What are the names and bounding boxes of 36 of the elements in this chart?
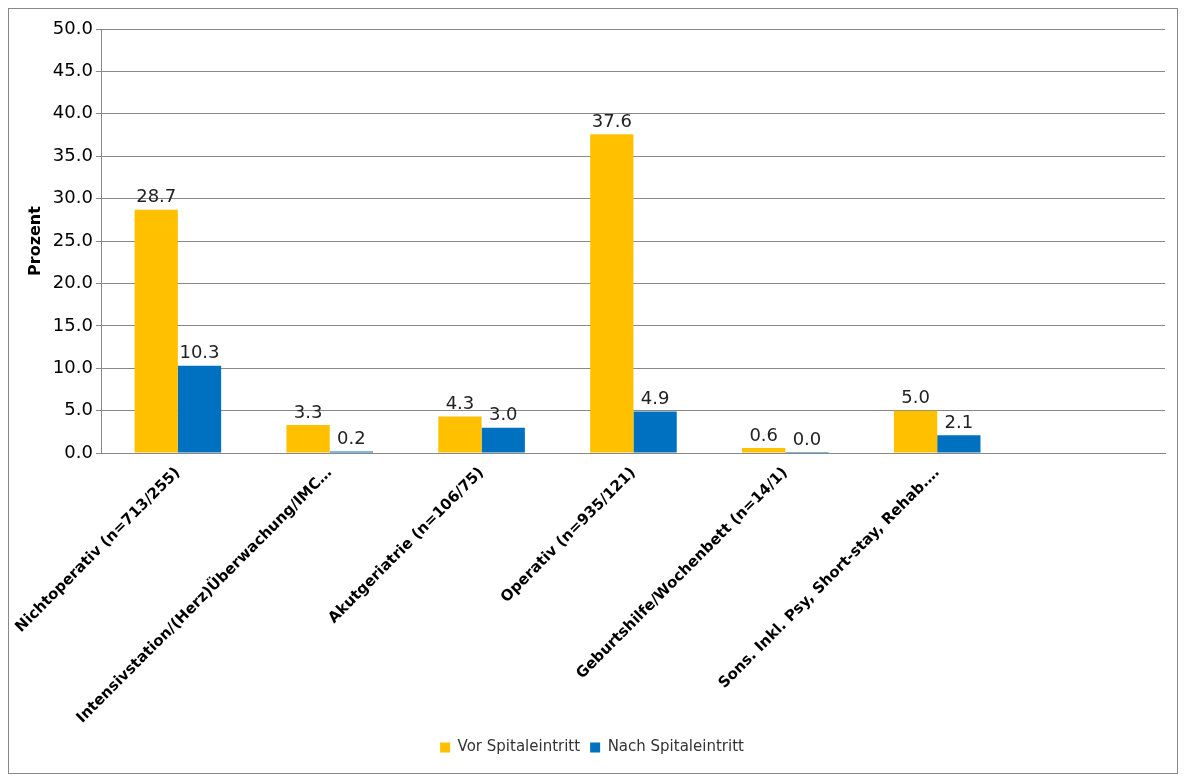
y-tick-label: 20.0: [52, 271, 93, 293]
bar: [937, 435, 981, 453]
y-tick-label: 10.0: [52, 355, 93, 377]
y-tick-label: 50.0: [52, 16, 93, 38]
data-label: 37.6: [591, 109, 632, 131]
y-axis-title: Prozent: [25, 205, 45, 276]
data-label: 4.9: [640, 387, 670, 409]
bar: [481, 427, 525, 453]
bar: [742, 448, 786, 453]
legend-label: Nach Spitaleintritt: [607, 737, 745, 756]
bar: [286, 425, 330, 453]
bar: [177, 365, 222, 453]
data-label: 0.0: [792, 427, 822, 449]
data-label: 0.6: [749, 423, 779, 445]
y-tick-label: 0.0: [64, 440, 93, 462]
y-tick-label: 35.0: [52, 143, 93, 165]
bar: [134, 209, 178, 453]
y-tick-label: 30.0: [52, 186, 93, 208]
bar: [893, 410, 938, 453]
legend-label: Vor Spitaleintritt: [457, 737, 581, 756]
y-tick-label: 15.0: [52, 313, 93, 335]
data-label: 3.0: [488, 403, 518, 425]
y-tick-label: 45.0: [52, 59, 93, 81]
data-label: 3.3: [293, 400, 323, 422]
data-label: 4.3: [445, 392, 475, 414]
data-label: 28.7: [136, 185, 177, 207]
data-label: 0.2: [337, 427, 366, 449]
data-label: 2.1: [944, 410, 974, 432]
bar: [633, 411, 677, 453]
bar: [590, 134, 634, 453]
y-tick-label: 25.0: [52, 228, 93, 250]
data-label: 5.0: [901, 386, 930, 408]
bar: [438, 416, 482, 453]
data-label: 10.3: [179, 341, 220, 363]
y-tick-label: 5.0: [64, 398, 93, 420]
y-tick-label: 40.0: [52, 101, 93, 123]
